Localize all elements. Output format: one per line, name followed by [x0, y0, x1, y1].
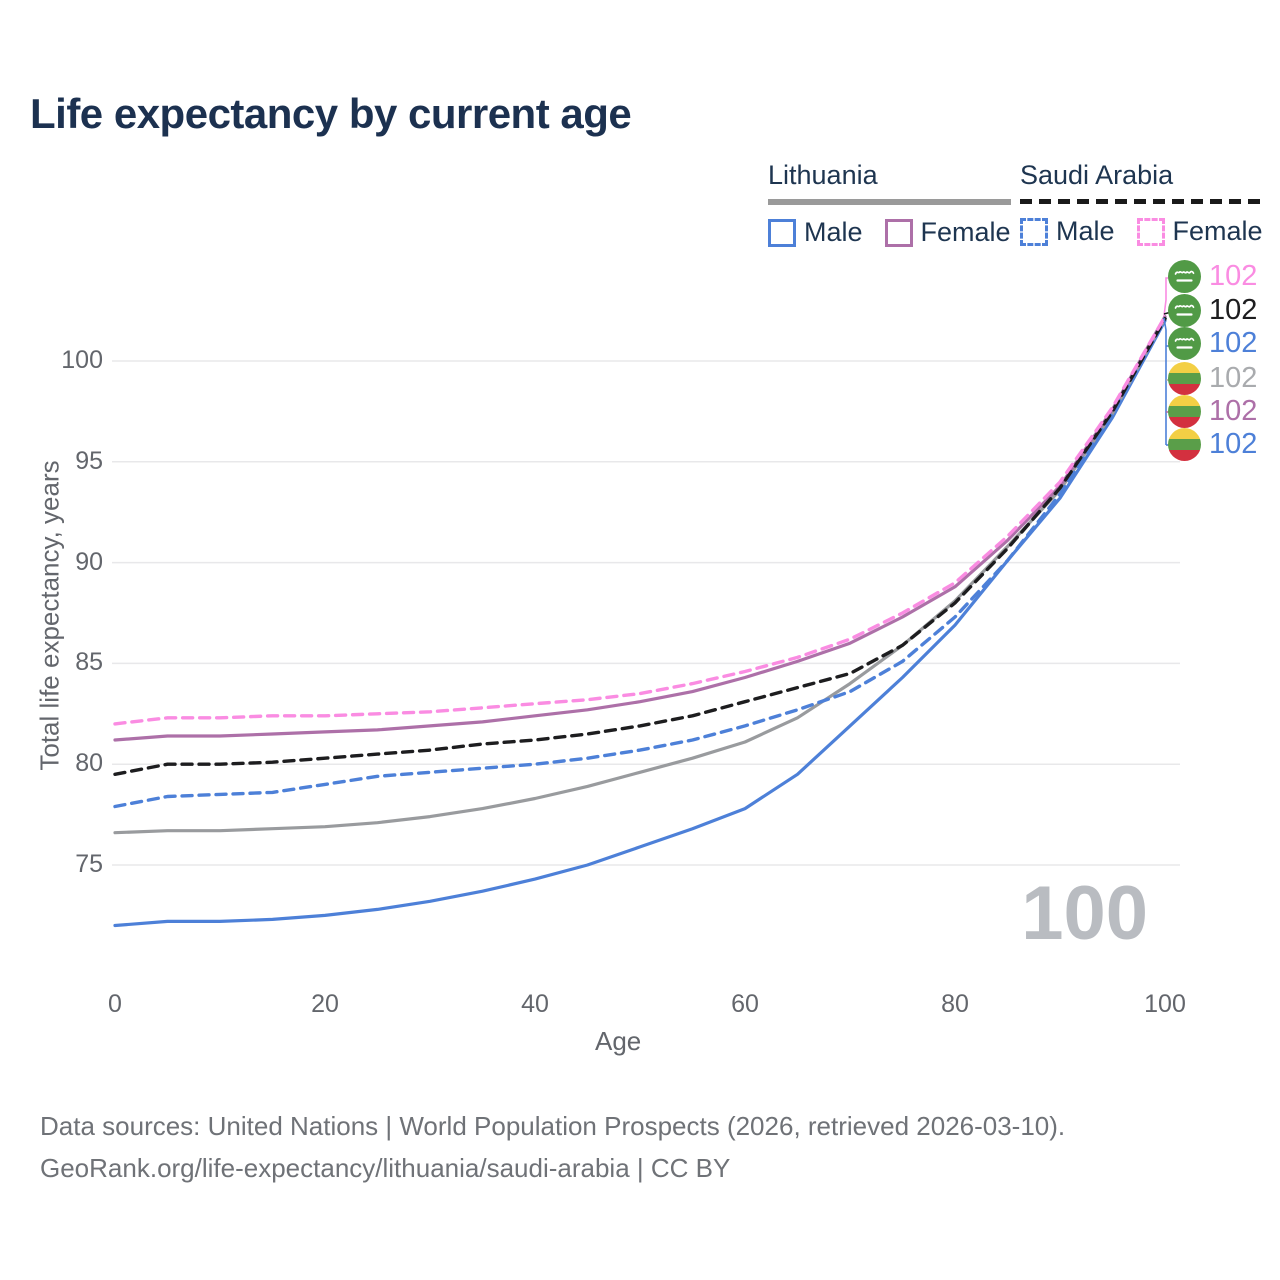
end-label-value: 102	[1209, 428, 1258, 460]
saudi-male-swatch[interactable]	[1020, 217, 1048, 246]
footer: Data sources: United Nations | World Pop…	[40, 1105, 1065, 1189]
xtick-0: 0	[108, 990, 122, 1018]
legend-label-lithuania-female[interactable]: Female	[920, 217, 1011, 247]
legend-country-saudi-arabia[interactable]: Saudi Arabia	[1020, 160, 1263, 204]
footer-attribution: GeoRank.org/life-expectancy/lithuania/sa…	[40, 1153, 731, 1183]
end-label-saudi-arabia-both-sexes: 102	[1168, 294, 1257, 327]
legend-item-saudi-female[interactable]: Female	[1136, 216, 1263, 247]
xtick-80: 80	[941, 990, 969, 1018]
end-label-value: 102	[1209, 395, 1258, 427]
legend-group-saudi-arabia: Saudi Arabia Male Female	[1020, 160, 1263, 247]
end-label-lithuania-both-sexes: 102	[1168, 362, 1257, 395]
ytick-100: 100	[61, 346, 103, 374]
legend-label-saudi-male[interactable]: Male	[1056, 216, 1115, 246]
series-line-saudi-arabia-male[interactable]	[113, 317, 1167, 809]
xtick-100: 100	[1144, 990, 1186, 1018]
legend-country-lithuania-label[interactable]: Lithuania	[768, 160, 878, 190]
legend-label-lithuania-male[interactable]: Male	[804, 217, 863, 247]
legend-item-saudi-male[interactable]: Male	[1020, 216, 1115, 247]
lithuania-solid-line-sample	[768, 199, 1011, 205]
connector-trunk	[1163, 317, 1167, 445]
page-title: Life expectancy by current age	[30, 90, 632, 137]
end-label-value: 102	[1209, 327, 1258, 359]
saudi-arabia-dashed-line-sample	[1020, 199, 1263, 204]
end-label-lithuania-male: 102	[1168, 428, 1257, 461]
lithuania-female-swatch[interactable]	[884, 218, 913, 247]
end-label-value: 102	[1209, 294, 1258, 326]
footer-data-sources: Data sources: United Nations | World Pop…	[40, 1111, 1066, 1141]
y-axis-title: Total life expectancy, years	[34, 460, 65, 771]
ytick-90: 90	[75, 547, 103, 576]
ytick-75: 75	[75, 850, 103, 878]
ytick-85: 85	[75, 648, 103, 677]
lithuania-flag-icon	[1168, 362, 1201, 395]
ytick-95: 95	[75, 446, 103, 475]
legend-country-saudi-arabia-label[interactable]: Saudi Arabia	[1020, 160, 1174, 190]
saudi-arabia-flag-icon	[1168, 294, 1201, 327]
xtick-40: 40	[521, 990, 549, 1018]
saudi-arabia-flag-icon	[1168, 260, 1201, 293]
saudi-arabia-flag-icon	[1168, 327, 1201, 360]
lithuania-flag-icon	[1168, 428, 1201, 461]
x-axis-title: Age	[595, 1026, 642, 1056]
xtick-20: 20	[311, 990, 339, 1018]
xtick-60: 60	[731, 990, 759, 1018]
legend-item-lithuania-female[interactable]: Female	[884, 217, 1011, 248]
series-line-lithuania-both-sexes[interactable]	[113, 317, 1167, 835]
saudi-female-swatch[interactable]	[1136, 217, 1165, 246]
end-label-lithuania-female: 102	[1168, 395, 1257, 428]
legend-country-lithuania[interactable]: Lithuania	[768, 160, 1011, 205]
lithuania-flag-icon	[1168, 395, 1201, 428]
legend-group-lithuania: Lithuania Male Female	[768, 160, 1011, 248]
end-label-saudi-arabia-male: 102	[1168, 327, 1257, 360]
end-label-value: 102	[1209, 260, 1258, 292]
legend-item-lithuania-male[interactable]: Male	[768, 217, 863, 248]
current-age-watermark: 100	[1021, 871, 1148, 956]
legend-label-saudi-female[interactable]: Female	[1172, 216, 1263, 246]
lithuania-male-swatch[interactable]	[768, 218, 796, 247]
end-label-value: 102	[1209, 362, 1258, 394]
ytick-80: 80	[75, 749, 103, 778]
series-line-saudi-arabia-female[interactable]	[113, 314, 1167, 726]
end-label-saudi-arabia-female: 102	[1168, 260, 1257, 293]
series-line-lithuania-male[interactable]	[113, 319, 1167, 928]
series-line-saudi-arabia-both-sexes[interactable]	[113, 317, 1167, 776]
series-line-lithuania-female[interactable]	[113, 315, 1167, 742]
